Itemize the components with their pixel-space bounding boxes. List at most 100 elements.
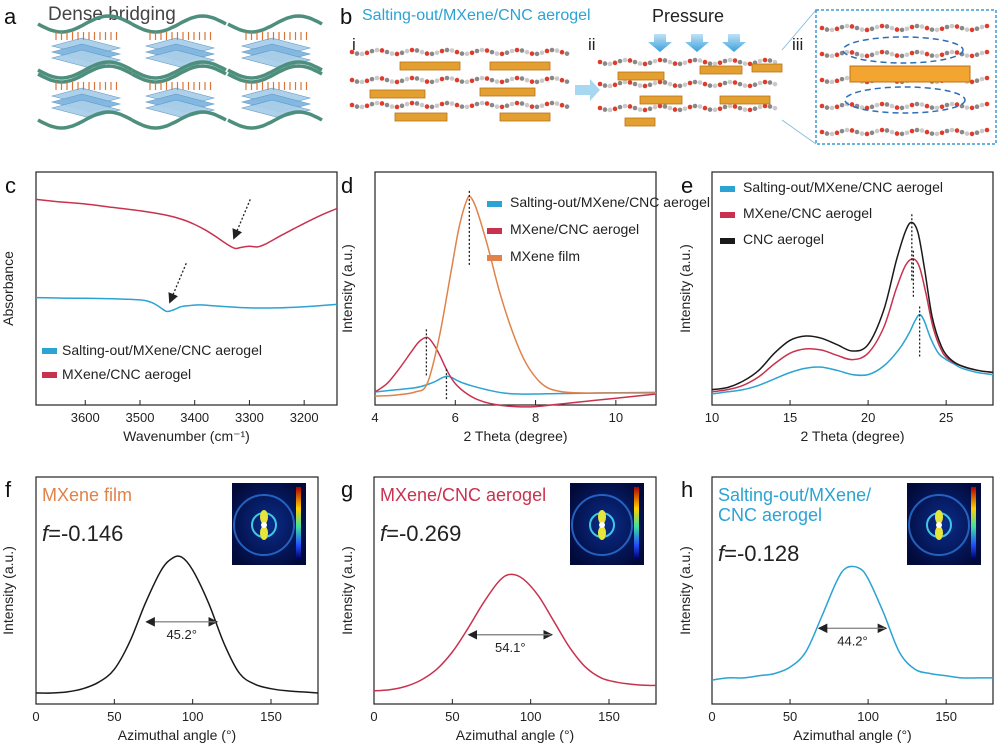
plot-frame <box>374 171 657 406</box>
atom <box>359 51 365 57</box>
atom <box>854 25 860 31</box>
y-axis-label: Intensity (a.u.) <box>339 546 355 635</box>
schematic-a: a Dense bridging <box>4 4 323 130</box>
panel-label-c: c <box>5 173 16 198</box>
hydrogen-bond-ring <box>842 36 964 64</box>
atom <box>349 102 355 108</box>
atom <box>747 61 753 67</box>
x-tick-label: 50 <box>107 709 121 724</box>
atom <box>737 81 743 87</box>
compressed-chain <box>597 57 778 67</box>
atom <box>419 77 425 83</box>
atom <box>374 100 380 106</box>
cnc-chain-bottom <box>131 110 227 130</box>
x-tick-label: 6 <box>452 410 459 425</box>
atom <box>909 50 915 56</box>
atom <box>632 59 638 65</box>
atom <box>974 78 980 84</box>
atom <box>717 106 723 112</box>
plot-frame <box>711 171 994 406</box>
atom <box>824 131 830 136</box>
atom <box>494 104 500 109</box>
atom <box>474 76 480 82</box>
atom <box>969 27 975 33</box>
atom <box>849 24 855 29</box>
order-value: =-0.269 <box>386 521 461 546</box>
atom <box>607 107 613 113</box>
atom <box>772 81 778 87</box>
x-tick-label: 150 <box>935 709 957 724</box>
atom <box>737 105 743 111</box>
atom <box>632 105 638 111</box>
x-tick-label: 0 <box>32 709 39 724</box>
atom <box>874 24 880 30</box>
molecular-chain <box>819 23 990 33</box>
atom <box>559 77 565 83</box>
beam-stop <box>599 522 605 528</box>
atom <box>904 26 910 32</box>
atom <box>834 104 840 110</box>
y-axis-label: Intensity (a.u.) <box>0 546 16 635</box>
hydrogen-bond-ring <box>844 86 966 114</box>
atom <box>824 53 830 58</box>
x-axis-label: Azimuthal angle (°) <box>118 727 236 743</box>
atom <box>964 105 970 110</box>
atom <box>404 48 410 54</box>
x-tick-label: 3500 <box>126 410 155 425</box>
atom <box>504 50 510 56</box>
atom <box>899 53 905 59</box>
atom <box>434 50 440 56</box>
schematic-b-title: Salting-out/MXene/CNC aerogel <box>362 7 591 24</box>
atom <box>602 107 608 112</box>
atom <box>459 104 465 109</box>
atom <box>944 50 950 56</box>
colorbar <box>296 487 301 559</box>
atom <box>722 58 728 64</box>
cnc-chain-bottom <box>37 60 133 80</box>
atom <box>449 48 455 53</box>
atom <box>829 79 835 85</box>
atom <box>454 102 460 108</box>
atom <box>919 24 925 29</box>
stage-label-i: i <box>352 35 356 54</box>
atom <box>379 101 385 106</box>
atom <box>767 104 773 109</box>
legend-label: CNC aerogel <box>743 231 824 247</box>
atom <box>979 24 985 30</box>
panel-label-e: e <box>681 173 693 198</box>
atom <box>984 101 990 107</box>
atom <box>602 83 608 88</box>
atom <box>459 51 465 56</box>
x-axis-label: Azimuthal angle (°) <box>456 727 574 743</box>
atom <box>919 128 925 133</box>
atom <box>859 53 865 58</box>
chart-title-line: Salting-out/MXene/ <box>718 485 871 505</box>
atom <box>717 82 723 88</box>
atom <box>894 27 900 32</box>
atom <box>949 127 955 133</box>
atom <box>514 75 520 81</box>
chart-title-line: CNC aerogel <box>718 505 822 525</box>
atom <box>642 83 648 89</box>
atom <box>844 75 850 81</box>
cnc-chain-top <box>131 64 227 84</box>
atom <box>349 77 355 83</box>
atom <box>554 48 560 53</box>
legend-label: Salting-out/MXene/CNC aerogel <box>62 342 262 358</box>
x-tick-label: 0 <box>370 709 377 724</box>
diffraction-ring <box>571 494 633 556</box>
atom <box>514 100 520 106</box>
atom <box>964 27 970 32</box>
atom <box>424 79 430 84</box>
mxene-plate <box>399 61 461 71</box>
cnc-chain-top <box>37 14 133 34</box>
atom <box>354 104 360 109</box>
atom <box>732 80 738 85</box>
atom <box>667 81 673 87</box>
atom <box>727 57 733 63</box>
process-arrow <box>575 79 600 101</box>
atom <box>479 47 485 53</box>
atom <box>939 130 945 136</box>
atom <box>829 131 835 137</box>
order-parameter: f=-0.269 <box>380 521 461 546</box>
